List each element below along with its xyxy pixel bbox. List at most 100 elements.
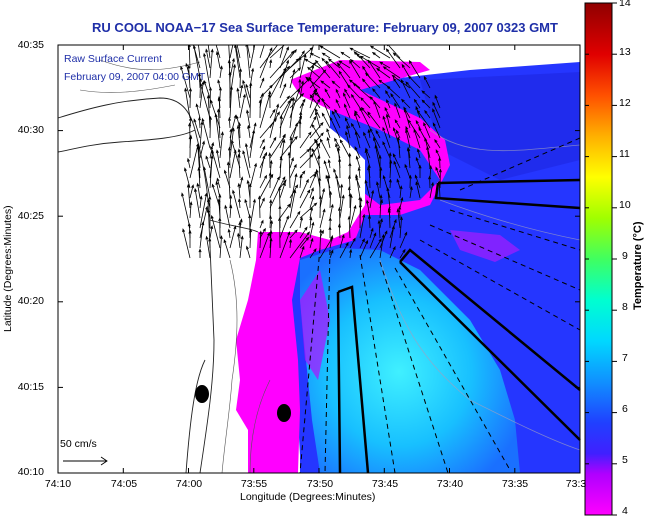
current-vector-arrow <box>203 79 211 99</box>
current-vector-arrow <box>238 67 243 89</box>
current-vector-arrow <box>309 121 324 139</box>
colorbar <box>584 2 613 516</box>
current-vector-arrow <box>238 121 242 139</box>
current-vector-arrow <box>259 230 263 249</box>
colorbar-tick-label: 12 <box>619 97 631 109</box>
current-vector-arrow <box>418 126 431 149</box>
current-vector-arrow <box>369 189 375 209</box>
current-vector-arrow <box>227 146 232 169</box>
current-vector-arrow <box>377 219 381 239</box>
current-vector-arrow <box>399 216 403 239</box>
current-vector-arrow <box>416 109 431 129</box>
current-vector-arrow <box>405 128 411 149</box>
current-vector-arrow <box>249 228 253 249</box>
current-vector-arrow <box>289 210 301 229</box>
current-vector-arrow <box>344 88 351 99</box>
current-vector-arrow <box>349 204 357 229</box>
current-vector-arrow <box>406 146 411 169</box>
current-vector-arrow <box>299 245 305 259</box>
current-vector-arrow <box>335 174 341 199</box>
current-vector-arrow <box>208 86 212 109</box>
current-vector-arrow <box>344 103 351 119</box>
current-vector-arrow <box>355 173 361 199</box>
current-vector-arrow <box>309 98 321 119</box>
current-vector-arrow <box>299 53 307 79</box>
overlay-caption-line1: Raw Surface Current <box>64 53 163 65</box>
current-vector-arrow <box>279 95 291 109</box>
current-vector-arrow <box>367 214 372 229</box>
current-vector-arrow <box>269 45 285 59</box>
current-vector-arrow <box>334 137 341 149</box>
current-vector-arrow <box>242 79 251 109</box>
current-vector-arrow <box>203 52 211 89</box>
current-vector-arrow <box>259 145 266 159</box>
current-vector-arrow <box>187 157 191 169</box>
current-vector-arrow <box>199 140 205 159</box>
current-vector-arrow <box>279 156 283 179</box>
current-vector-arrow <box>386 98 391 109</box>
sst-darkblue-band <box>420 72 580 180</box>
radar-site-marker <box>195 385 209 403</box>
current-vector-arrow <box>205 155 211 169</box>
current-vector-arrow <box>224 204 231 229</box>
current-vector-arrow <box>345 130 351 149</box>
current-vector-arrow <box>226 161 231 199</box>
current-vector-arrow <box>434 138 441 149</box>
current-vector-arrow <box>289 68 296 89</box>
current-vector-arrow <box>248 214 252 239</box>
current-vector-arrow <box>321 97 331 119</box>
current-vector-arrow <box>400 98 411 109</box>
current-vector-arrow <box>289 184 299 199</box>
current-vector-arrow <box>298 78 302 89</box>
y-tick-label: 40:35 <box>17 39 44 51</box>
current-vector-arrow <box>299 178 309 199</box>
current-vector-arrow <box>428 175 432 189</box>
map-title: RU COOL NOAA−17 Sea Surface Temperature:… <box>92 20 558 35</box>
current-vector-arrow <box>309 216 313 229</box>
current-vector-arrow <box>249 122 257 149</box>
current-vector-arrow <box>188 87 192 109</box>
x-axis-label: Longitude (Degrees:Minutes) <box>240 491 376 503</box>
current-vector-arrow <box>218 86 222 99</box>
current-vector-arrow <box>388 178 392 189</box>
current-vector-arrow <box>432 101 441 119</box>
current-vector-arrow <box>349 248 353 259</box>
current-vector-arrow <box>382 115 391 139</box>
current-vector-arrow <box>278 217 282 249</box>
current-vector-arrow <box>199 195 203 209</box>
current-vector-arrow <box>219 131 224 159</box>
current-vector-arrow <box>386 187 391 209</box>
current-vector-arrow <box>192 45 201 79</box>
current-vector-arrow <box>399 196 404 209</box>
current-vector-arrow <box>338 60 351 69</box>
current-vector-arrow <box>329 249 334 259</box>
current-vector-arrow <box>369 232 377 249</box>
current-vector-arrow <box>299 189 311 209</box>
current-vector-arrow <box>393 160 401 179</box>
current-vector-arrow <box>214 113 221 149</box>
current-vector-arrow <box>354 112 361 129</box>
current-vector-arrow <box>327 158 331 169</box>
current-vector-arrow <box>298 56 302 69</box>
current-vector-arrow <box>407 75 421 89</box>
current-vector-arrow <box>188 229 192 248</box>
current-vector-arrow <box>188 135 192 159</box>
current-vector-arrow <box>219 65 223 79</box>
current-vector-arrow <box>236 124 241 149</box>
current-vector-arrow <box>382 66 401 79</box>
current-vector-arrow <box>234 45 241 79</box>
current-vector-arrow <box>421 99 431 109</box>
x-tick-label: 73:35 <box>501 478 529 490</box>
current-vector-arrow <box>325 60 341 79</box>
current-vector-arrow <box>299 226 308 239</box>
current-vector-arrow <box>257 195 261 219</box>
current-vector-arrow <box>223 239 231 259</box>
current-vector-arrow <box>309 173 317 189</box>
current-vector-arrow <box>210 145 221 179</box>
current-vector-arrow <box>349 47 371 59</box>
current-vector-arrow <box>367 59 381 79</box>
current-vector-arrow <box>279 45 284 59</box>
current-vector-arrow <box>189 184 195 199</box>
current-vector-arrow <box>364 179 371 199</box>
current-vector-arrow <box>279 215 289 239</box>
